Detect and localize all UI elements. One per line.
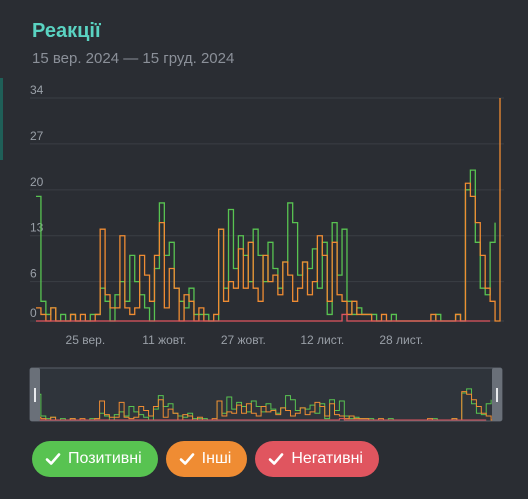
y-tick-label: 0 [30,306,37,320]
y-tick-label: 27 [30,129,44,143]
card-accent-edge [0,78,3,160]
legend-label-other: Інші [201,450,232,467]
check-icon [269,453,284,465]
range-navigator[interactable] [0,360,528,430]
legend-label-negative: Негативні [291,450,363,467]
legend-label-positive: Позитивні [68,450,142,467]
series-line-other [36,98,501,322]
x-tick-label: 12 лист. [300,333,344,347]
y-tick-label: 20 [30,175,44,189]
x-tick-label: 25 вер. [66,333,106,347]
legend-toggle-other[interactable]: Інші [165,441,248,477]
y-tick-label: 6 [30,267,37,281]
series-line-negative [36,313,491,322]
date-range: 15 вер. 2024 — 15 груд. 2024 [32,50,235,67]
x-tick-label: 11 жовт. [142,333,186,347]
x-tick-label: 27 жовт. [221,333,266,347]
reactions-chart[interactable]: 0 6 13 20 27 34 25 вер. 11 жовт. 27 жовт. 12 лист… [0,80,528,350]
legend: Позитивні Інші Негативні [32,441,379,477]
check-icon [45,453,61,465]
legend-toggle-negative[interactable]: Негативні [255,441,379,477]
navigator-handle-left[interactable] [30,368,40,421]
check-icon [179,453,194,465]
legend-toggle-positive[interactable]: Позитивні [32,441,158,477]
y-tick-label: 13 [30,221,44,235]
chart-title: Реакції [32,20,101,42]
x-tick-label: 28 лист. [379,333,423,347]
navigator-handle-right[interactable] [492,368,502,421]
y-tick-label: 34 [30,83,44,97]
navigator-series-negative [36,418,487,421]
